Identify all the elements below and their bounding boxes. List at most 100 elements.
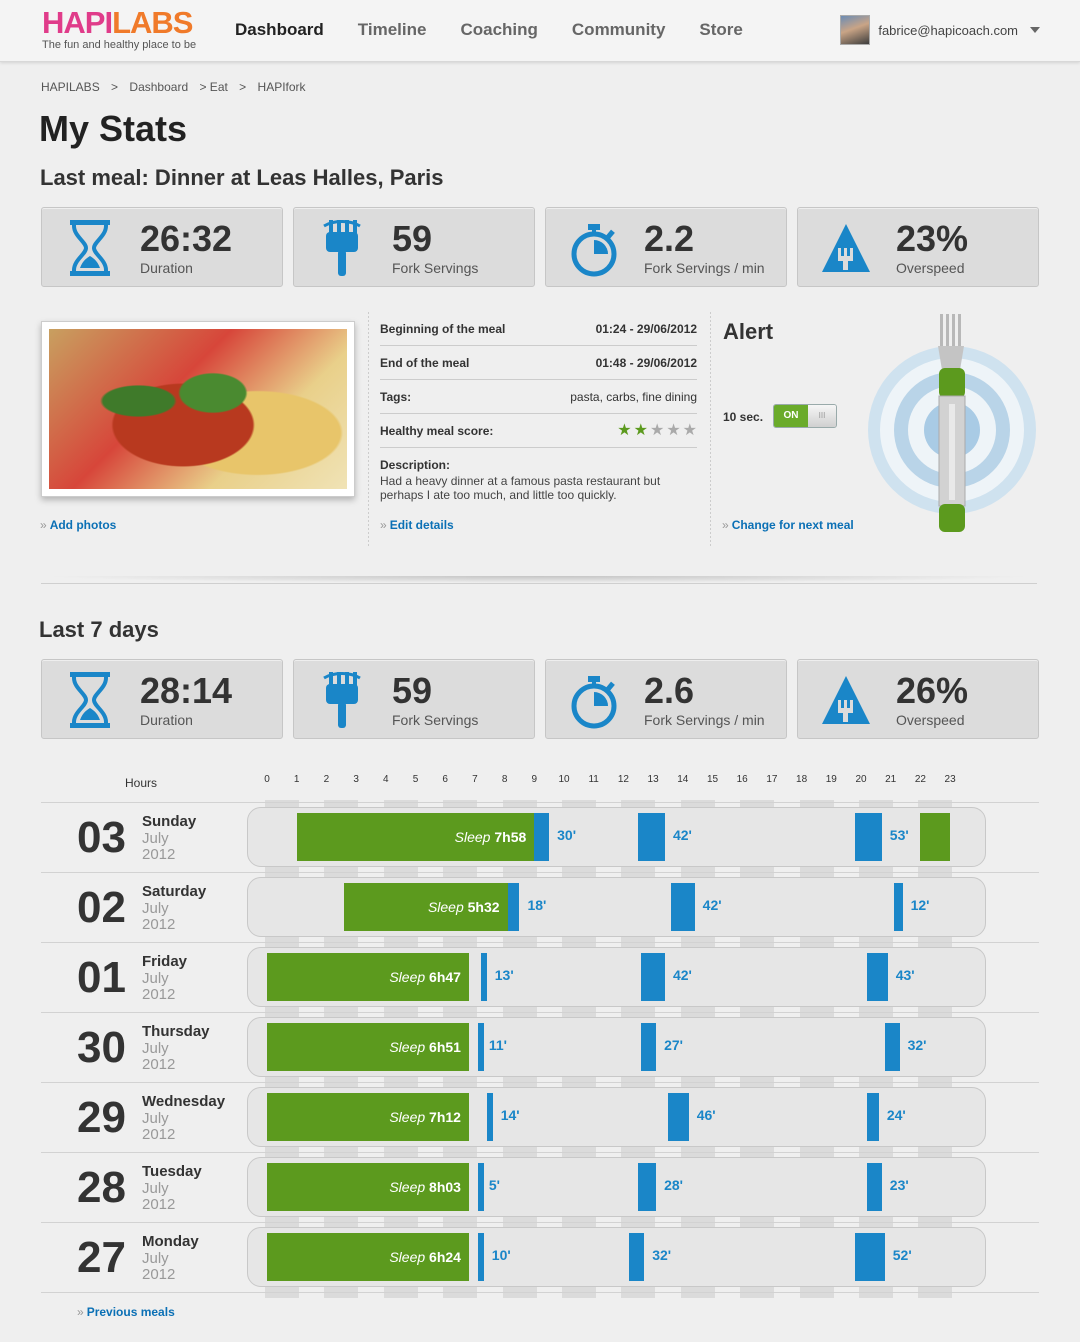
meal-bar[interactable] [866,953,888,1001]
meal-duration-label: 14' [500,1107,520,1123]
nav-coaching[interactable]: Coaching [460,20,538,39]
sleep-bar[interactable]: Sleep 5h32 [344,883,508,931]
day-name: Monday [142,1233,199,1250]
stat-duration: 26:32 Duration [41,207,283,287]
day-month: July [142,1250,169,1267]
breadcrumb-sep: > [111,80,119,94]
breadcrumb-hapilabs[interactable]: HAPILABS [41,80,100,94]
day-name: Sunday [142,813,197,830]
avatar[interactable] [840,15,871,45]
meal-bar[interactable] [534,813,550,861]
previous-meals-link[interactable]: » Previous meals [77,1305,175,1319]
meal-bar[interactable] [638,1163,657,1211]
meal-duration-label: 30' [557,827,577,843]
meal-bar[interactable] [477,1233,484,1281]
sleep-duration: 6h24 [429,1249,461,1265]
meal-bar[interactable] [670,883,695,931]
hour-tick: 10 [558,774,570,785]
day-month: July [142,1180,169,1197]
day-year: 2012 [142,846,176,863]
breadcrumb-eat[interactable]: > Eat [199,80,228,94]
hour-tick: 23 [944,774,956,785]
breadcrumb-hapifork[interactable]: HAPIfork [257,80,306,94]
hourglass-icon [70,672,110,728]
sleep-bar[interactable]: Sleep 8h03 [267,1163,469,1211]
meal-bar[interactable] [477,1023,484,1071]
late-sleep-bar[interactable] [920,813,951,861]
sleep-label: Sleep [454,829,491,845]
sleep-bar[interactable]: Sleep 7h12 [267,1093,469,1141]
breadcrumb: HAPILABS > Dashboard > Eat > HAPIfork [41,80,314,94]
meal-bar[interactable] [866,1163,882,1211]
change-alert-link[interactable]: » Change for next meal [722,518,854,532]
sleep-label: Sleep [389,1179,426,1195]
sleep-bar[interactable]: Sleep 6h51 [267,1023,469,1071]
day-number: 30 [77,1023,126,1072]
meal-bar[interactable] [629,1233,645,1281]
day-year: 2012 [142,916,176,933]
alert-toggle[interactable]: ON III [773,404,837,428]
day-row: 01 Friday July 2012 Sleep 6h47 13' 42' 43' [41,942,1039,1012]
warning-fork-icon [822,676,870,724]
meal-duration-label: 13' [494,967,514,983]
day-name: Friday [142,953,188,970]
hapilabs-logo[interactable]: HAPILABS The fun and healthy place to be [42,6,196,52]
sleep-duration: 7h12 [429,1109,461,1125]
user-menu[interactable]: fabrice@hapicoach.com [840,15,1040,45]
sleep-label: Sleep [389,1249,426,1265]
breadcrumb-dashboard[interactable]: Dashboard [129,80,189,94]
nav-timeline[interactable]: Timeline [357,20,427,39]
stat-value: 23% [896,218,969,259]
toggle-knob[interactable]: III [808,405,836,427]
sleep-bar[interactable]: Sleep 6h47 [267,953,469,1001]
nav-store[interactable]: Store [699,20,743,39]
day-month: July [142,970,169,987]
meal-bar[interactable] [641,1023,657,1071]
meal-bar[interactable] [893,883,903,931]
hour-tick: 7 [472,774,478,785]
hour-tick: 11 [588,774,599,785]
add-photos-link[interactable]: » Add photos [40,518,117,532]
day-month-year: July 2012 [142,971,175,1003]
alert-title: Alert [723,319,774,344]
sleep-duration: 6h51 [429,1039,461,1055]
stat-label: Fork Servings / min [644,260,765,276]
meal-bar[interactable] [486,1093,493,1141]
meal-bar[interactable] [884,1023,900,1071]
hour-tick: 0 [264,774,270,785]
sleep-bar[interactable]: Sleep 6h24 [267,1233,469,1281]
meal-bar[interactable] [855,813,882,861]
chevron-down-icon[interactable] [1030,27,1040,33]
nav-community[interactable]: Community [571,20,666,39]
meal-bar[interactable] [480,953,487,1001]
meal-duration-label: 11' [488,1037,507,1053]
meal-bar[interactable] [507,883,520,931]
hour-tick: 4 [383,774,389,785]
fork-icon [323,220,361,276]
day-row: 29 Wednesday July 2012 Sleep 7h12 14' 46' 24' [41,1082,1039,1152]
meal-bar[interactable] [855,1233,885,1281]
meal-duration-label: 42' [672,827,692,843]
sleep-label: Sleep [389,969,426,985]
day-row: 30 Thursday July 2012 Sleep 6h51 11' 27' 32' [41,1012,1039,1082]
stopwatch-icon [571,676,617,729]
meal-bar[interactable] [667,1093,689,1141]
detail-label: End of the meal [380,356,470,370]
stat-servings-per-min: 2.2 Fork Servings / min [545,207,787,287]
day-month: July [142,900,169,917]
meal-bar[interactable] [641,953,665,1001]
day-name: Tuesday [142,1163,202,1180]
meal-bar[interactable] [477,1163,484,1211]
edit-details-link[interactable]: » Edit details [380,518,454,532]
sleep-bar[interactable]: Sleep 7h58 [296,813,535,861]
meal-duration-label: 24' [886,1107,906,1123]
meal-photo[interactable] [41,321,355,497]
weekly-timeline: Hours 0 1 2 3 4 5 6 7 8 9 10 11 12 13 14 15 16 17 18 19 20 21… [41,770,1039,1300]
stat-value: 59 [392,670,433,711]
detail-row-tags: Tags: pasta, carbs, fine dining [380,380,697,414]
day-month-year: July 2012 [142,1181,175,1213]
meal-bar[interactable] [866,1093,879,1141]
nav-dashboard[interactable]: Dashboard [235,20,324,39]
user-email[interactable]: fabrice@hapicoach.com [878,22,1018,38]
meal-bar[interactable] [638,813,665,861]
